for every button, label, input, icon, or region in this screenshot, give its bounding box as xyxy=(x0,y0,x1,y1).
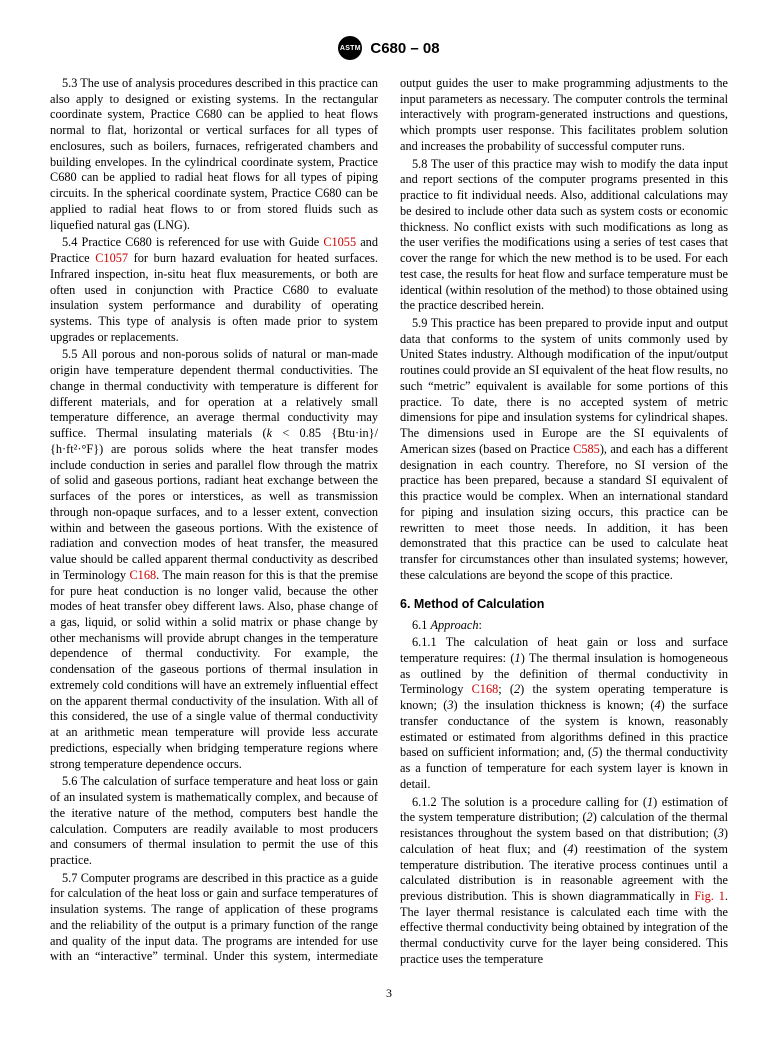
page: ASTM C680 – 08 5.3 The use of analysis p… xyxy=(0,0,778,1037)
section-6-1-heading: 6.1 Approach: xyxy=(400,618,728,634)
text: < 0.85 {Btu·in}/ {h·ft²·°F}) are porous … xyxy=(50,426,378,582)
para-5-9: 5.9 This practice has been prepared to p… xyxy=(400,316,728,583)
body-columns: 5.3 The use of analysis procedures descr… xyxy=(50,76,728,968)
ref-c168-b: C168 xyxy=(472,682,499,696)
para-5-8: 5.8 The user of this practice may wish t… xyxy=(400,157,728,314)
text: ) the insulation thickness is known; ( xyxy=(454,698,655,712)
document-id: C680 – 08 xyxy=(370,40,439,57)
text: ), and each has a different designation … xyxy=(400,442,728,582)
ref-c585: C585 xyxy=(573,442,600,456)
para-5-4: 5.4 Practice C680 is referenced for use … xyxy=(50,235,378,345)
section-6-heading: 6. Method of Calculation xyxy=(400,596,728,612)
para-6-1-1: 6.1.1 The calculation of heat gain or lo… xyxy=(400,635,728,792)
ref-fig-1: Fig. 1 xyxy=(694,889,725,903)
heading-number: 6.1 xyxy=(412,618,430,632)
para-5-3: 5.3 The use of analysis procedures descr… xyxy=(50,76,378,233)
page-header: ASTM C680 – 08 xyxy=(50,36,728,60)
ref-c1057: C1057 xyxy=(95,251,128,265)
text: ; ( xyxy=(498,682,514,696)
text: . The main reason for this is that the p… xyxy=(50,568,378,771)
heading-colon: : xyxy=(479,618,482,632)
ref-c1055: C1055 xyxy=(323,235,356,249)
para-6-1-2: 6.1.2 The solution is a procedure callin… xyxy=(400,795,728,968)
text: 5.4 Practice C680 is referenced for use … xyxy=(62,235,323,249)
para-5-5: 5.5 All porous and non-porous solids of … xyxy=(50,347,378,772)
heading-label: Approach xyxy=(430,618,478,632)
para-5-6: 5.6 The calculation of surface temperatu… xyxy=(50,774,378,868)
ref-c168: C168 xyxy=(129,568,156,582)
page-number: 3 xyxy=(50,986,728,1001)
text: 6.1.2 The solution is a procedure callin… xyxy=(412,795,647,809)
astm-logo-icon: ASTM xyxy=(338,36,362,60)
text: 5.9 This practice has been prepared to p… xyxy=(400,316,728,456)
